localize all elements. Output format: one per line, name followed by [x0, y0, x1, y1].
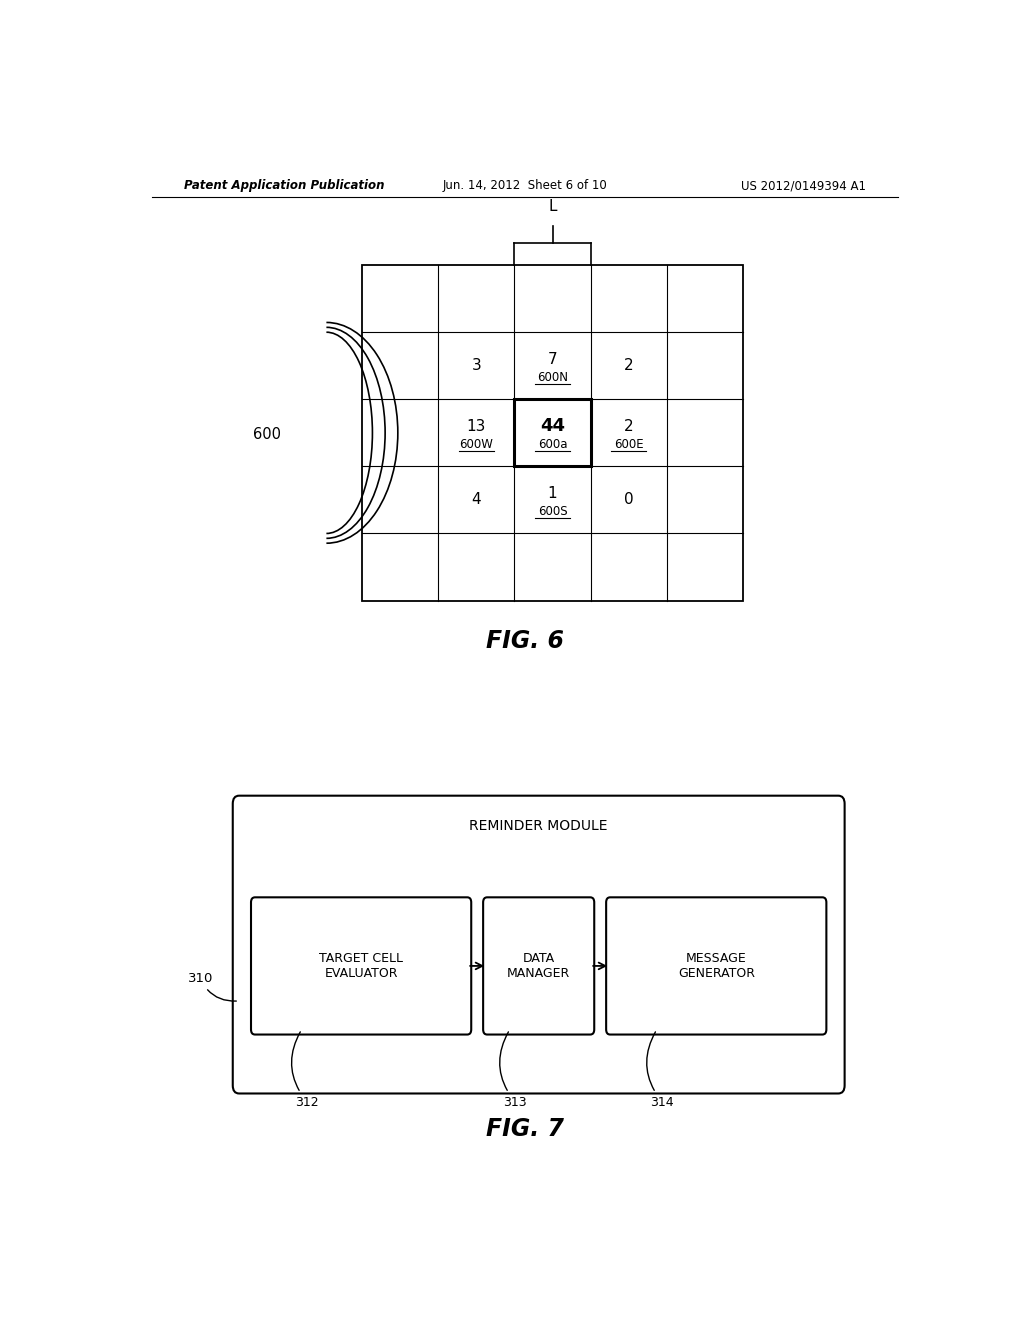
Text: 0: 0: [624, 492, 634, 507]
Text: TARGET CELL
EVALUATOR: TARGET CELL EVALUATOR: [319, 952, 403, 979]
FancyBboxPatch shape: [232, 796, 845, 1093]
Text: MESSAGE
GENERATOR: MESSAGE GENERATOR: [678, 952, 755, 979]
Text: 2: 2: [624, 358, 634, 374]
Text: 600S: 600S: [538, 506, 567, 519]
FancyBboxPatch shape: [606, 898, 826, 1035]
Text: 4: 4: [472, 492, 481, 507]
Text: FIG. 6: FIG. 6: [485, 630, 564, 653]
Text: 1: 1: [548, 486, 557, 500]
Text: 313: 313: [500, 1032, 527, 1109]
Text: 310: 310: [187, 972, 237, 1001]
FancyBboxPatch shape: [483, 898, 594, 1035]
Text: 314: 314: [647, 1032, 674, 1109]
Bar: [362, 265, 743, 601]
Text: 600a: 600a: [538, 438, 567, 451]
Text: 44: 44: [540, 417, 565, 436]
Text: DATA
MANAGER: DATA MANAGER: [507, 952, 570, 979]
Bar: [514, 399, 591, 466]
FancyBboxPatch shape: [251, 898, 471, 1035]
Text: REMINDER MODULE: REMINDER MODULE: [469, 820, 608, 833]
Text: US 2012/0149394 A1: US 2012/0149394 A1: [741, 180, 866, 193]
Text: 7: 7: [548, 351, 557, 367]
Text: L: L: [548, 199, 557, 214]
Text: 13: 13: [467, 418, 486, 433]
Text: 600N: 600N: [537, 371, 568, 384]
Text: 312: 312: [292, 1032, 318, 1109]
Text: Patent Application Publication: Patent Application Publication: [183, 180, 384, 193]
Text: 600E: 600E: [614, 438, 643, 451]
Text: 3: 3: [471, 358, 481, 374]
Text: 600: 600: [253, 428, 281, 442]
Text: 600W: 600W: [460, 438, 494, 451]
Text: Jun. 14, 2012  Sheet 6 of 10: Jun. 14, 2012 Sheet 6 of 10: [442, 180, 607, 193]
Text: FIG. 7: FIG. 7: [485, 1117, 564, 1140]
Text: 2: 2: [624, 418, 634, 433]
